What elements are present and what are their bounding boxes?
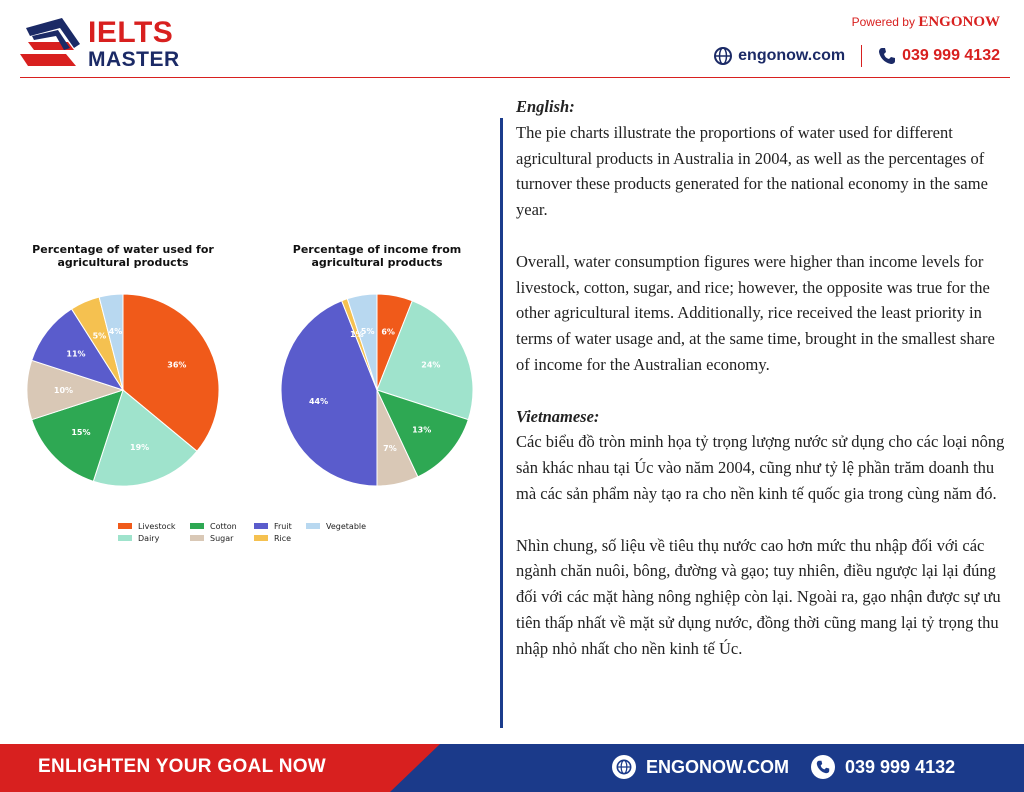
footer-website-text: ENGONOW.COM	[646, 756, 789, 777]
footer-contact: ENGONOW.COM 039 999 4132	[612, 755, 955, 779]
legend-label-sugar: Sugar	[210, 534, 234, 543]
chart-1-label-vegetable: 4%	[109, 327, 123, 336]
chart-1-slice-vegetable	[98, 293, 124, 391]
chart-1-label-rice: 5%	[93, 331, 107, 340]
english-heading: English:	[516, 97, 575, 116]
phone-icon	[879, 48, 896, 64]
vietnamese-heading: Vietnamese:	[516, 406, 600, 426]
footer: ENLIGHTEN YOUR GOAL NOW ENGONOW.COM 039 …	[0, 744, 1024, 792]
legend-label-dairy: Dairy	[138, 534, 160, 543]
legend-swatch-vegetable	[306, 523, 320, 529]
logo-ielts-text: IELTS	[88, 16, 174, 49]
chart-2-slice-fruit	[280, 300, 378, 487]
footer-slogan: ENLIGHTEN YOUR GOAL NOW	[38, 756, 327, 777]
chart-1-slice-cotton	[31, 389, 124, 482]
chart-1-slice-dairy	[92, 389, 198, 487]
chart-2-slice-vegetable	[346, 293, 378, 391]
chart-1-title-line-2: agricultural products	[57, 256, 188, 269]
chart-2-title-line-1: Percentage of income from	[293, 243, 461, 256]
legend-label-vegetable: Vegetable	[326, 522, 366, 531]
powered-prefix: Powered by	[851, 15, 915, 29]
legend-swatch-sugar	[190, 535, 204, 541]
header-phone-link[interactable]: 039 999 4132	[878, 47, 1000, 65]
chart-legend: Livestock Cotton Fruit Vegetable Dairy Sugar R…	[118, 522, 366, 543]
legend-label-cotton: Cotton	[210, 522, 237, 531]
chart-1-slice-fruit	[31, 308, 125, 391]
header-website-text: engonow.com	[738, 47, 846, 64]
text-column: English: The pie charts illustrate the p…	[516, 94, 1006, 662]
chart-2-label-cotton: 13%	[412, 425, 431, 434]
chart-1-title-line-1: Percentage of water used for	[32, 243, 214, 256]
logo-master-text: MASTER	[88, 48, 180, 71]
english-paragraph-2: Overall, water consumption figures were …	[516, 251, 995, 374]
vietnamese-paragraph-2: Nhìn chung, số liệu về tiêu thụ nước cao…	[516, 535, 1001, 658]
text-accent-bar	[500, 118, 503, 728]
logo-chevron-icon	[20, 18, 80, 66]
english-paragraph-1: The pie charts illustrate the proportion…	[516, 122, 988, 220]
chart-2-label-livestock: 6%	[381, 328, 395, 337]
chart-2-label-vegetable: 5%	[361, 327, 375, 336]
legend-swatch-rice	[254, 535, 268, 541]
legend-swatch-cotton	[190, 523, 204, 529]
pie-chart-1: Percentage of water used foragricultural…	[26, 243, 220, 487]
powered-brand: ENGONOW	[918, 14, 1000, 30]
legend-label-livestock: Livestock	[138, 522, 176, 531]
legend-label-rice: Rice	[274, 534, 291, 543]
chart-1-label-fruit: 11%	[66, 350, 85, 359]
footer-website-link[interactable]: ENGONOW.COM	[612, 755, 789, 779]
legend-swatch-livestock	[118, 523, 132, 529]
header-contact: engonow.com 039 999 4132	[714, 44, 1000, 68]
header-divider-line	[20, 77, 1010, 78]
pie-charts: Percentage of water used foragricultural…	[26, 243, 474, 543]
chart-1-slice-livestock	[122, 293, 220, 452]
chart-2-title-line-2: agricultural products	[311, 256, 442, 269]
chart-2-slice-cotton	[376, 389, 469, 478]
chart-2-label-rice: 1%	[350, 330, 364, 339]
footer-phone-icon	[811, 755, 835, 779]
legend-swatch-fruit	[254, 523, 268, 529]
footer-globe-icon	[612, 755, 636, 779]
chart-1-label-livestock: 36%	[167, 361, 186, 370]
powered-by: Powered by ENGONOW	[852, 14, 1000, 31]
chart-1-label-cotton: 15%	[71, 428, 90, 437]
vietnamese-paragraph-1: Các biểu đồ tròn minh họa tỷ trọng lượng…	[516, 432, 1005, 503]
ielts-master-logo[interactable]: IELTS MASTER	[18, 14, 188, 71]
chart-2-label-fruit: 44%	[309, 397, 328, 406]
legend-swatch-dairy	[118, 535, 132, 541]
header: IELTS MASTER Powered by ENGONOW engonow.…	[0, 0, 1024, 80]
header-website-link[interactable]: engonow.com	[714, 47, 845, 65]
chart-2-label-sugar: 7%	[383, 444, 397, 453]
chart-2-label-dairy: 24%	[421, 361, 440, 370]
chart-1-label-sugar: 10%	[54, 386, 73, 395]
header-contact-divider	[861, 45, 863, 67]
header-phone-text: 039 999 4132	[902, 47, 1000, 64]
chart-2-slice-dairy	[376, 300, 474, 421]
footer-phone-text: 039 999 4132	[845, 756, 956, 777]
legend-label-fruit: Fruit	[274, 522, 292, 531]
footer-phone-link[interactable]: 039 999 4132	[811, 755, 955, 779]
globe-icon	[714, 47, 733, 65]
chart-1-label-dairy: 19%	[130, 443, 149, 452]
